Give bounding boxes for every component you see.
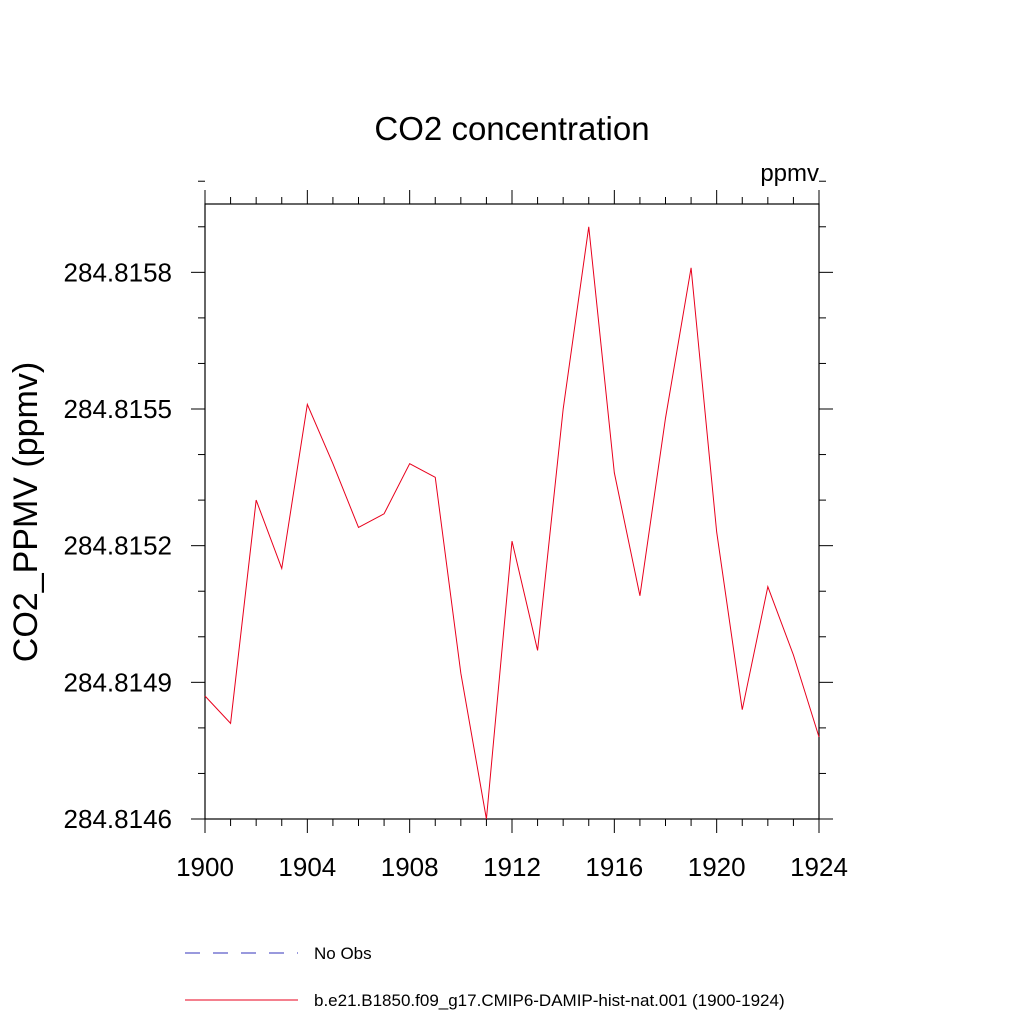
units-label: ppmv <box>760 160 819 187</box>
y-tick-label-4: 284.8158 <box>64 257 172 287</box>
legend-label-no-obs: No Obs <box>314 944 372 963</box>
y-axis-ticks: 284.8146 284.8149 284.8152 284.8155 284.8158 <box>64 180 833 834</box>
y-tick-label-1: 284.8149 <box>64 667 172 697</box>
legend-label-model: b.e21.B1850.f09_g17.CMIP6-DAMIP-hist-nat… <box>314 991 785 1010</box>
series-layer <box>204 226 820 820</box>
x-tick-label-1912: 1912 <box>483 852 541 882</box>
x-axis-ticks: 1900 1904 1908 1912 1916 1920 1924 <box>176 190 848 882</box>
x-tick-label-1920: 1920 <box>688 852 746 882</box>
plot-frame <box>204 203 820 820</box>
chart-title: CO2 concentration <box>374 110 649 147</box>
y-tick-label-3: 284.8155 <box>64 394 172 424</box>
y-tick-label-0: 284.8146 <box>64 804 172 834</box>
legend: No Obs b.e21.B1850.f09_g17.CMIP6-DAMIP-h… <box>185 944 785 1010</box>
series-line-0 <box>204 226 820 820</box>
x-tick-label-1904: 1904 <box>278 852 336 882</box>
x-tick-label-1924: 1924 <box>790 852 848 882</box>
x-tick-label-1900: 1900 <box>176 852 234 882</box>
x-tick-label-1908: 1908 <box>381 852 439 882</box>
y-tick-label-2: 284.8152 <box>64 531 172 561</box>
x-tick-label-1916: 1916 <box>585 852 643 882</box>
y-axis-label: CO2_PPMV (ppmv) <box>7 362 45 662</box>
